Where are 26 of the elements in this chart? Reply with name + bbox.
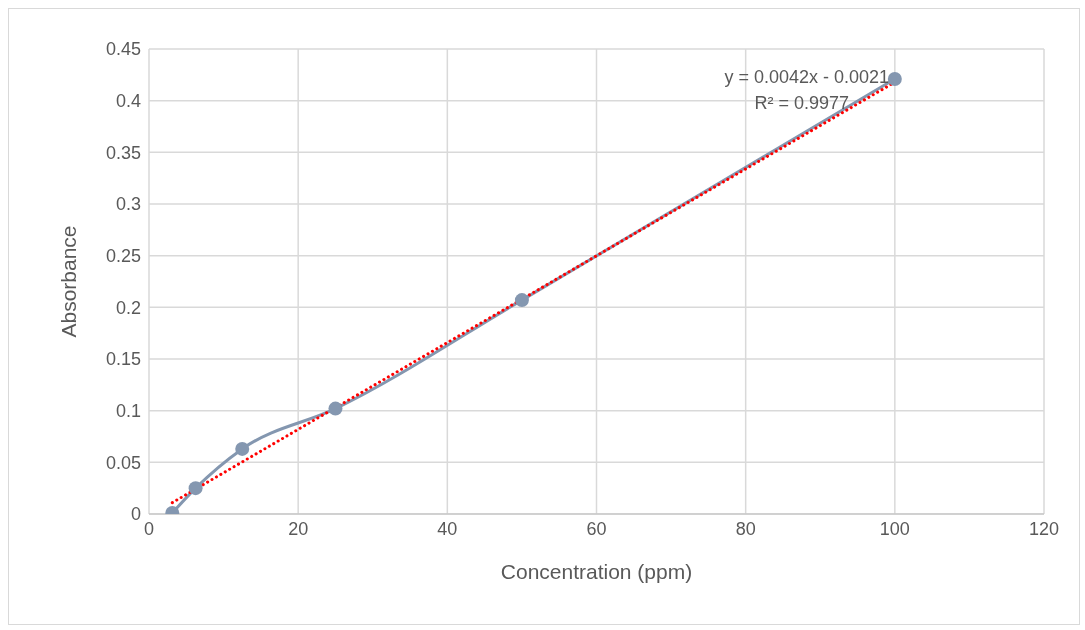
- point: [328, 401, 343, 416]
- y-tick-label: 0.15: [105, 349, 141, 370]
- y-tick-label: 0.1: [115, 401, 141, 422]
- x-tick-label: 80: [735, 518, 756, 539]
- y-tick-label: 0: [130, 504, 141, 525]
- x-tick-label: 100: [879, 518, 910, 539]
- point: [887, 71, 902, 86]
- x-tick-label: 40: [437, 518, 458, 539]
- x-tick-label: 60: [586, 518, 607, 539]
- x-axis-title: Concentration (ppm): [500, 560, 693, 583]
- point: [188, 481, 203, 496]
- y-tick-label: 0.2: [115, 297, 141, 318]
- x-tick-label: 120: [1028, 518, 1060, 539]
- annotation: R² = 0.9977: [753, 92, 850, 115]
- point: [235, 441, 250, 456]
- x-tick-label: 0: [143, 518, 155, 539]
- y-tick-label: 0.3: [115, 194, 141, 215]
- y-tick-label: 0.35: [105, 142, 141, 163]
- y-tick-label: 0.25: [105, 246, 141, 267]
- point: [514, 293, 529, 308]
- annotation: y = 0.0042x - 0.0021: [723, 66, 889, 89]
- y-tick-label: 0.4: [115, 91, 141, 112]
- y-tick-label: 0.05: [105, 452, 141, 473]
- y-axis-title: Absorbance: [57, 225, 81, 338]
- x-tick-label: 20: [288, 518, 309, 539]
- y-tick-label: 0.45: [105, 39, 141, 60]
